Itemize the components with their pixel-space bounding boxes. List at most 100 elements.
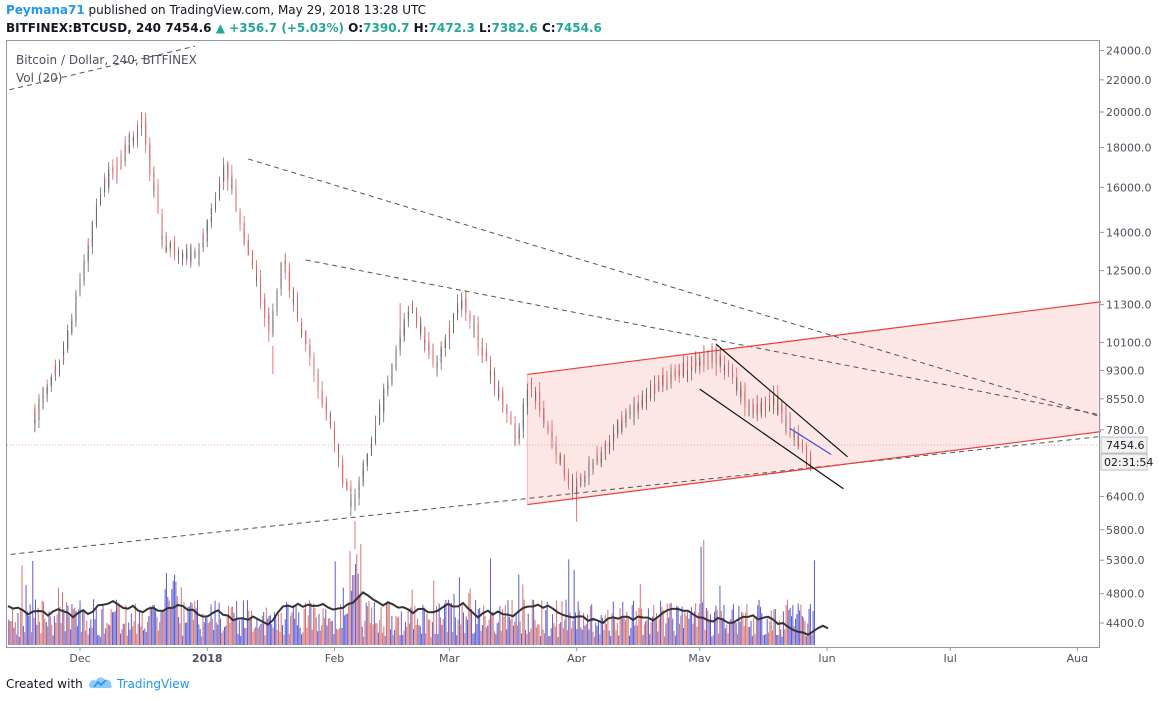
volume-bar xyxy=(483,605,485,645)
volume-bar xyxy=(464,633,466,645)
volume-bar xyxy=(608,630,610,645)
volume-bar xyxy=(305,602,306,645)
volume-bar xyxy=(809,603,811,645)
descending-channel-upper[interactable] xyxy=(715,343,848,458)
volume-bar xyxy=(12,607,14,645)
volume-bar xyxy=(426,613,428,645)
volume-bar xyxy=(248,610,250,645)
volume-bar xyxy=(697,612,699,645)
publish-info: Peymana71 published on TradingView.com, … xyxy=(6,3,426,17)
volume-bar xyxy=(585,623,587,645)
volume-bar xyxy=(518,574,520,645)
volume-bar xyxy=(333,634,335,645)
volume-bar xyxy=(265,607,267,645)
volume-bar xyxy=(672,618,674,645)
volume-bar xyxy=(523,599,525,645)
volume-bar xyxy=(16,634,18,645)
volume-bar xyxy=(607,609,609,645)
volume-bar xyxy=(157,630,159,645)
blue-trendline[interactable] xyxy=(789,427,832,455)
volume-bar xyxy=(472,633,474,645)
candle xyxy=(34,403,36,420)
volume-bar xyxy=(186,622,188,645)
candle xyxy=(58,359,60,369)
trendline-support[interactable] xyxy=(0,434,1123,560)
candle xyxy=(469,312,471,329)
candle xyxy=(699,351,701,367)
volume-bar xyxy=(484,616,486,645)
volume-bar xyxy=(435,605,437,645)
volume-bar xyxy=(687,611,689,645)
volume-bar xyxy=(273,612,275,645)
volume-bar xyxy=(450,602,452,645)
volume-bar xyxy=(417,618,419,645)
tradingview-brand[interactable]: TradingView xyxy=(117,677,190,691)
channel-lower-line[interactable] xyxy=(527,429,1122,506)
candle xyxy=(535,386,537,401)
volume-bar xyxy=(164,589,166,645)
candle xyxy=(555,442,557,464)
volume-bar xyxy=(321,625,323,645)
volume-bar xyxy=(130,613,132,645)
volume-bar xyxy=(206,615,208,645)
volume-bar xyxy=(569,612,571,645)
volume-bar xyxy=(542,629,544,645)
volume-bar xyxy=(234,619,236,645)
volume-bar xyxy=(754,634,756,645)
volume-bar xyxy=(491,612,493,645)
candle xyxy=(530,388,532,393)
volume-bar xyxy=(510,619,512,645)
volume-bar xyxy=(627,617,629,645)
volume-bar xyxy=(592,631,594,645)
candle xyxy=(67,324,69,342)
author-name[interactable]: Peymana71 xyxy=(6,3,85,17)
volume-bar xyxy=(176,596,178,645)
volume-bar xyxy=(110,608,112,645)
candle xyxy=(711,342,713,354)
volume-bar xyxy=(465,616,467,645)
volume-bar xyxy=(615,630,617,645)
channel-upper-line[interactable] xyxy=(527,299,1122,376)
candle xyxy=(789,428,791,439)
volume-bar xyxy=(676,605,678,645)
y-tick-label: 18000.0 xyxy=(1106,142,1152,155)
countdown-label: 02:31:54 xyxy=(1104,456,1153,469)
volume-bar xyxy=(421,633,423,645)
candle xyxy=(440,346,442,357)
volume-bar xyxy=(376,623,378,645)
volume-bar xyxy=(187,606,189,645)
volume-legend: Vol (20) xyxy=(16,71,63,85)
volume-bar xyxy=(780,629,782,645)
volume-bar xyxy=(20,608,22,645)
volume-bar xyxy=(251,611,252,645)
volume-bar xyxy=(199,628,201,645)
candle xyxy=(124,136,126,156)
volume-bar xyxy=(275,617,277,645)
candle xyxy=(703,358,705,369)
volume-bar xyxy=(527,613,529,645)
candle xyxy=(104,172,106,184)
volume-bar xyxy=(66,602,68,645)
candle xyxy=(723,366,725,376)
volume-bar xyxy=(516,625,518,645)
volume-bar xyxy=(703,539,705,645)
candle xyxy=(71,316,73,332)
descending-channel-lower[interactable] xyxy=(699,388,844,490)
volume-bar xyxy=(149,605,151,645)
volume-bar xyxy=(738,606,740,645)
volume-bar xyxy=(45,622,47,645)
volume-bar xyxy=(249,617,251,645)
trendline-resistance-2[interactable] xyxy=(305,259,1123,419)
volume-bar xyxy=(441,624,443,645)
volume-bar xyxy=(209,621,211,645)
volume-bar xyxy=(803,617,805,645)
volume-bar xyxy=(288,633,290,645)
volume-bar xyxy=(538,624,540,645)
volume-bar xyxy=(728,623,730,645)
volume-bar xyxy=(387,602,389,645)
price-chart[interactable]: Dec 2018 Feb Mar Apr May Jun Jul Aug 24000.0 22000… xyxy=(0,0,1159,662)
volume-bar xyxy=(167,597,169,645)
volume-bar xyxy=(298,612,300,645)
volume-bar xyxy=(310,603,312,645)
candle xyxy=(210,203,212,217)
